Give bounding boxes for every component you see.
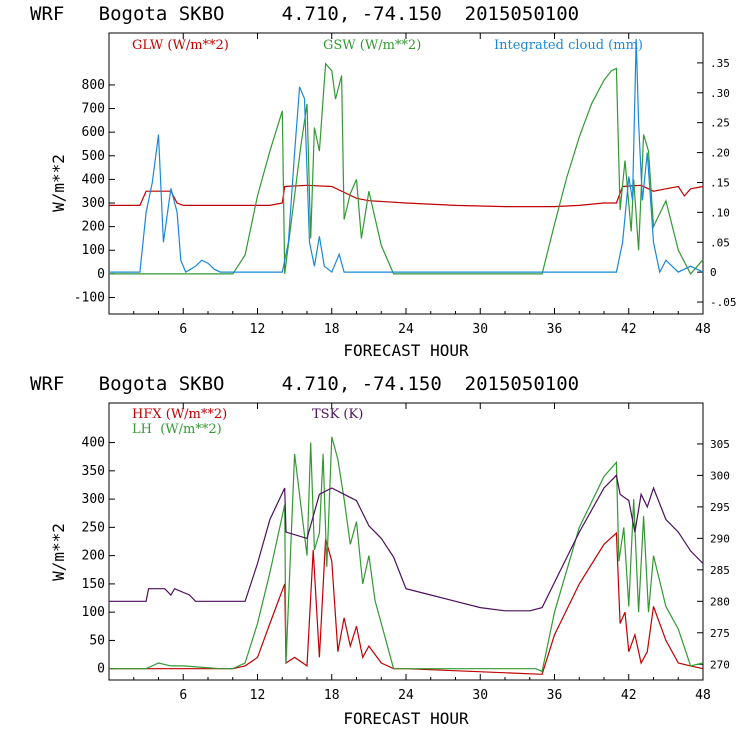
y2-tick-label: .30 (710, 87, 730, 100)
legend-cloud: Integrated cloud (mm) (494, 38, 643, 53)
y-tick-label: 700 (82, 102, 105, 117)
y2-tick-label: .05 (710, 236, 730, 249)
legend-tsk: TSK (K) (312, 407, 363, 422)
y2-tick-label: 275 (710, 627, 730, 640)
legend-glw: GLW (W/m**2) (132, 38, 229, 53)
y-tick-label: 300 (82, 196, 105, 211)
x-tick-label: 24 (398, 322, 414, 337)
x-tick-label: 30 (472, 688, 488, 703)
y-tick-label: 250 (82, 520, 105, 535)
ticks: 6 12 18 24 30 36 42 48 0 50 100 150 200 250 300 350 400 2… (82, 403, 730, 703)
y-tick-label: 300 (82, 492, 105, 507)
y-tick-label: 350 (82, 464, 105, 479)
y-tick-label: 0 (97, 662, 105, 677)
y-tick-label: 0 (97, 267, 105, 282)
series-line-tsk (109, 474, 704, 612)
series (109, 436, 704, 675)
y2-tick-label: .10 (710, 206, 730, 219)
chart-title: WRF Bogota SKBO 4.710, -74.150 201505010… (30, 3, 579, 25)
x-tick-label: 48 (695, 322, 711, 337)
x-tick-label: 18 (324, 322, 340, 337)
x-tick-label: 42 (621, 688, 637, 703)
y2-tick-label: .35 (710, 57, 730, 70)
x-tick-label: 36 (547, 322, 563, 337)
x-tick-label: 36 (547, 688, 563, 703)
y-tick-label: 200 (82, 220, 105, 235)
y-tick-label: 150 (82, 577, 105, 592)
series-line-lh (109, 436, 704, 673)
y2-tick-label: 280 (710, 595, 730, 608)
y2-tick-label: .20 (710, 147, 730, 160)
y2-tick-label: .25 (710, 117, 730, 130)
series-line-glw (109, 184, 704, 208)
y-axis-label: W/m**2 (49, 523, 68, 581)
y-tick-label: 100 (82, 243, 105, 258)
y-tick-label: 500 (82, 149, 105, 164)
legend-hfx: HFX (W/m**2) (132, 407, 227, 422)
y-tick-label: 200 (82, 549, 105, 564)
surface-flux-panel: WRF Bogota SKBO 4.710, -74.150 201505010… (30, 373, 730, 728)
x-axis-label: FORECAST HOUR (343, 341, 469, 360)
y2-tick-label: 285 (710, 564, 730, 577)
y2-tick-label: 290 (710, 532, 730, 545)
series-line-hfx (109, 531, 704, 675)
y2-tick-label: 0 (710, 266, 717, 279)
x-tick-label: 6 (179, 688, 187, 703)
chart-title: WRF Bogota SKBO 4.710, -74.150 201505010… (30, 373, 579, 395)
y-tick-label: 400 (82, 172, 105, 187)
y2-tick-label: 295 (710, 501, 730, 514)
x-tick-label: 42 (621, 322, 637, 337)
y2-tick-label: 270 (710, 658, 730, 671)
plot-frame (108, 402, 704, 681)
y2-tick-label: 300 (710, 469, 730, 482)
y2-tick-label: 305 (710, 438, 730, 451)
x-tick-label: 48 (695, 688, 711, 703)
y2-tick-label: .15 (710, 176, 730, 189)
y-tick-label: 800 (82, 78, 105, 93)
y-axis-label: W/m**2 (49, 154, 68, 212)
y-tick-label: -100 (74, 290, 105, 305)
x-tick-label: 12 (250, 688, 266, 703)
y-tick-label: 100 (82, 605, 105, 620)
series-line-gsw (109, 62, 704, 275)
ticks: 6 12 18 24 30 36 42 48 -100 0 100 200 300 400 500 600 70… (74, 33, 737, 337)
legend-gsw: GSW (W/m**2) (323, 38, 421, 53)
y-tick-label: 50 (89, 633, 105, 648)
x-tick-label: 6 (179, 322, 187, 337)
radiation-cloud-panel: WRF Bogota SKBO 4.710, -74.150 201505010… (30, 3, 737, 360)
y-tick-label: 400 (82, 436, 105, 451)
x-tick-label: 12 (250, 322, 266, 337)
x-axis-label: FORECAST HOUR (343, 709, 469, 728)
x-tick-label: 24 (398, 688, 414, 703)
legend-lh: LH (W/m**2) (132, 422, 222, 437)
series-line-integrated (109, 38, 704, 274)
x-tick-label: 18 (324, 688, 340, 703)
series (109, 38, 704, 275)
x-tick-label: 30 (472, 322, 488, 337)
y-tick-label: 600 (82, 125, 105, 140)
y2-tick-label: -.05 (710, 296, 737, 309)
